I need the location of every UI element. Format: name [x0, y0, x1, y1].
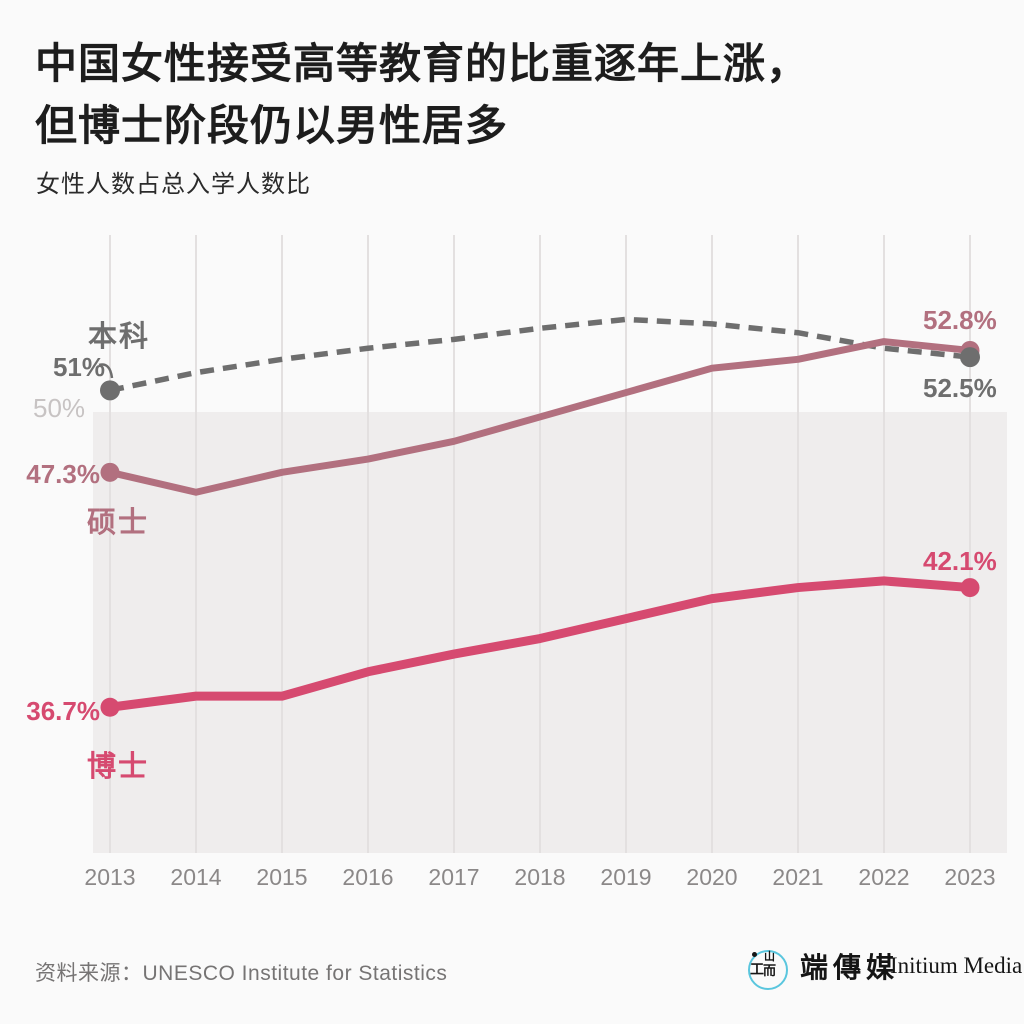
endpoint-dots	[100, 340, 980, 717]
vertical-gridlines	[109, 235, 971, 853]
end-value-shuoshi: 52.8%	[923, 305, 997, 335]
博士-start-dot	[100, 697, 120, 717]
end-value-boshi: 42.1%	[923, 546, 997, 576]
benke-dashed-line	[109, 316, 971, 394]
x-tick-label: 2018	[514, 864, 566, 890]
chart-subtitle: 女性人数占总入学人数比	[36, 171, 311, 198]
brand-name-cjk: 端傳媒	[800, 953, 900, 984]
start-value-boshi: 36.7%	[26, 696, 100, 726]
x-tick-label: 2019	[600, 864, 652, 890]
x-tick-label: 2022	[858, 864, 910, 890]
start-value-shuoshi: 47.3%	[26, 459, 100, 489]
x-tick-label: 2014	[170, 864, 222, 890]
logo-dot	[752, 952, 757, 957]
博士-end-dot	[960, 578, 980, 598]
本科-end-dot	[960, 347, 980, 368]
page-title-line2: 但博士阶段仍以男性居多	[35, 102, 509, 149]
initium-logo-circle-icon	[748, 950, 788, 990]
本科-start-dot	[100, 380, 120, 401]
shuoshi-line	[106, 338, 974, 496]
x-axis: 2013 2014 2015 2016 2017 2018 2019 2020 2021 2022…	[0, 864, 1024, 894]
series-label-shuoshi: 硕士	[87, 507, 150, 539]
硕士-start-dot	[100, 462, 120, 482]
x-tick-label: 2017	[428, 864, 480, 890]
x-tick-label: 2016	[342, 864, 394, 890]
start-value-benke: 51%	[52, 352, 105, 382]
x-tick-label: 2013	[84, 864, 136, 890]
source-note: 资料来源：UNESCO Institute for Statistics	[35, 962, 448, 985]
series-label-boshi: 博士	[87, 751, 150, 783]
logo-part-2: 山	[764, 951, 775, 963]
end-value-benke: 52.5%	[923, 373, 997, 403]
logo-part-1: 工	[750, 961, 764, 977]
page-title-line1: 中国女性接受高等教育的比重逐年上涨，	[35, 40, 810, 87]
initium-logo-glyph-icon: 工 山 而	[750, 949, 782, 987]
x-tick-label: 2015	[256, 864, 308, 890]
logo-part-3: 而	[763, 963, 777, 978]
brand-name-en: Initium Media	[890, 953, 1023, 978]
fifty-percent-gridline-label: 50%	[33, 393, 86, 423]
boshi-line	[105, 576, 975, 712]
x-tick-label: 2021	[772, 864, 824, 890]
series-label-benke: 本科	[88, 321, 151, 353]
x-tick-label: 2020	[686, 864, 738, 890]
x-tick-label: 2023	[944, 864, 996, 890]
label-leader-line	[98, 363, 114, 379]
